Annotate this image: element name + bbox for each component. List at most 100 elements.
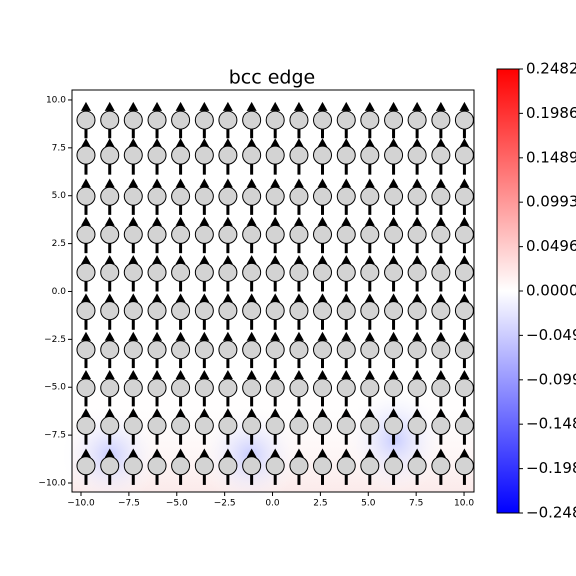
arrow-head [435, 101, 446, 111]
atom [384, 456, 404, 476]
atom [431, 145, 451, 165]
atom [123, 416, 143, 436]
atom [123, 378, 143, 398]
arrow-head [412, 216, 423, 226]
arrow-head [222, 408, 233, 418]
atom [76, 301, 96, 321]
arrow-head [435, 408, 446, 418]
atom [384, 186, 404, 206]
atom [242, 110, 262, 130]
arrow-head [104, 178, 115, 188]
arrow-head [293, 448, 304, 458]
atom [100, 340, 120, 360]
arrow-head [388, 448, 399, 458]
atom [194, 145, 214, 165]
y-tick-label: 2.5 [52, 239, 66, 249]
atom [100, 224, 120, 244]
arrow-head [175, 408, 186, 418]
arrow-head [152, 408, 163, 418]
x-tick-label: −7.5 [118, 499, 140, 509]
arrow-head [175, 331, 186, 341]
atom [454, 456, 474, 476]
arrow-head [341, 448, 352, 458]
atom [123, 110, 143, 130]
arrow-head [199, 293, 210, 303]
atom [454, 186, 474, 206]
atom [242, 145, 262, 165]
chart-title: bcc edge [229, 67, 316, 89]
arrow-head [459, 408, 470, 418]
atom [265, 262, 285, 282]
arrow-head [222, 255, 233, 265]
arrow-head [341, 216, 352, 226]
atom [194, 301, 214, 321]
colorbar-tick-label: −0.2482 [526, 504, 576, 522]
arrow-head [317, 370, 328, 380]
atom [171, 416, 191, 436]
colorbar-tick-label: −0.1489 [526, 415, 576, 433]
atom [218, 145, 238, 165]
atom [123, 224, 143, 244]
atom [218, 416, 238, 436]
arrow-head [80, 255, 91, 265]
arrow-head [175, 370, 186, 380]
arrow-head [222, 370, 233, 380]
atom [407, 145, 427, 165]
arrow-head [293, 101, 304, 111]
arrow-head [435, 255, 446, 265]
arrow-head [152, 331, 163, 341]
atom [194, 340, 214, 360]
arrow-head [152, 216, 163, 226]
arrow-head [104, 293, 115, 303]
atom [242, 340, 262, 360]
arrow-head [293, 408, 304, 418]
atom [76, 416, 96, 436]
arrow-head [364, 255, 375, 265]
atom [407, 416, 427, 436]
arrow-head [222, 178, 233, 188]
atom [147, 186, 167, 206]
atom [336, 416, 356, 436]
atom [313, 378, 333, 398]
arrow-head [388, 408, 399, 418]
atom [431, 340, 451, 360]
atom [360, 378, 380, 398]
atom [336, 456, 356, 476]
atom [147, 224, 167, 244]
arrow-head [270, 255, 281, 265]
arrow-head [199, 448, 210, 458]
arrow-head [246, 255, 257, 265]
atom [313, 186, 333, 206]
atom [218, 378, 238, 398]
atom [454, 416, 474, 436]
atom [407, 378, 427, 398]
atom [384, 145, 404, 165]
arrow-head [199, 255, 210, 265]
atom [289, 145, 309, 165]
atom [147, 301, 167, 321]
arrow-head [104, 216, 115, 226]
arrow-head [341, 408, 352, 418]
atom [76, 340, 96, 360]
arrow-head [459, 448, 470, 458]
arrow-head [435, 448, 446, 458]
atom [218, 186, 238, 206]
atom [123, 340, 143, 360]
atom [454, 378, 474, 398]
atom [431, 262, 451, 282]
y-tick-label: 7.5 [52, 143, 66, 153]
atom [242, 186, 262, 206]
atom [360, 186, 380, 206]
arrow-head [459, 138, 470, 148]
arrow-head [270, 101, 281, 111]
heatmap [60, 380, 474, 505]
arrow-head [128, 448, 139, 458]
arrow-head [246, 216, 257, 226]
x-tick-label: 5.0 [361, 499, 376, 509]
arrow-head [364, 448, 375, 458]
arrow-head [412, 138, 423, 148]
arrow-head [388, 370, 399, 380]
arrow-head [128, 255, 139, 265]
arrow-head [341, 331, 352, 341]
arrow-head [175, 293, 186, 303]
